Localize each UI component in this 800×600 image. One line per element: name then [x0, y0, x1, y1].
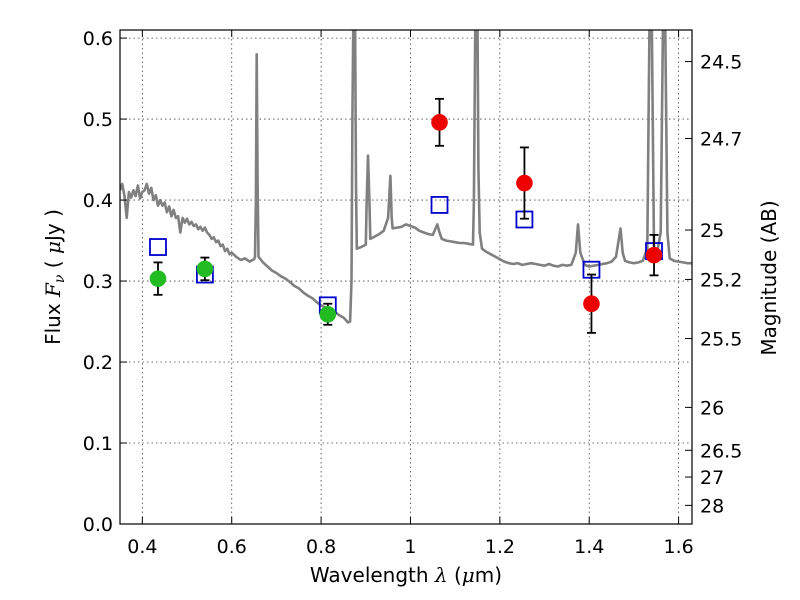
observed-photometry-point — [645, 246, 663, 264]
y2-tick-label: 25.5 — [700, 329, 742, 351]
y-tick-label: 0.4 — [83, 190, 113, 212]
y-tick-label: 0.5 — [83, 109, 113, 131]
model-photometry-square — [149, 238, 167, 256]
axis-ticks: 0.4 0.6 0.8 1 1.2 1.4 1.6 0.0 0.1 0.2 0.3 0.4 0.5 0.6… — [83, 28, 743, 558]
y-tick-label: 0.6 — [83, 28, 113, 50]
x-tick-label: 0.4 — [127, 536, 157, 558]
y2-axis-title: Magnitude (AB) — [757, 200, 781, 355]
observed-photometry-point — [196, 260, 214, 278]
observed-photometry-point — [431, 114, 448, 131]
plot-frame — [119, 29, 693, 525]
y2-tick-label: 26 — [700, 397, 724, 419]
x-tick-label: 0.8 — [306, 536, 336, 558]
y2-tick-label: 24.7 — [700, 129, 742, 151]
y2-tick-label: 25.2 — [700, 269, 742, 291]
y-tick-label: 0.3 — [83, 271, 113, 293]
y2-tick-label: 28 — [700, 495, 724, 517]
observed-photometry-point — [516, 174, 533, 192]
observed-photometry-point — [149, 270, 167, 287]
y2-tick-label: 24.5 — [700, 52, 742, 74]
y-tick-label: 0.0 — [83, 514, 113, 536]
x-tick-label: 1.2 — [485, 536, 515, 558]
y2-tick-label: 26.5 — [700, 440, 742, 462]
plot-area — [120, 30, 692, 334]
x-axis-title: Wavelength λ (μm) — [310, 563, 502, 587]
y-axis-title: Flux Fν ( μJy ) — [41, 209, 68, 345]
observed-photometry-point — [319, 305, 337, 323]
model-photometry-square — [430, 196, 449, 214]
x-tick-label: 1 — [404, 536, 416, 558]
y-tick-label: 0.1 — [83, 433, 113, 455]
x-tick-label: 1.4 — [574, 536, 604, 558]
x-tick-label: 0.6 — [217, 536, 247, 558]
observed-photometry-point — [583, 295, 600, 313]
x-tick-label: 1.6 — [663, 536, 693, 558]
sed-model-line — [120, 30, 692, 324]
y-tick-label: 0.2 — [83, 352, 113, 374]
y2-tick-label: 27 — [700, 467, 724, 489]
y2-tick-label: 25 — [700, 220, 724, 242]
